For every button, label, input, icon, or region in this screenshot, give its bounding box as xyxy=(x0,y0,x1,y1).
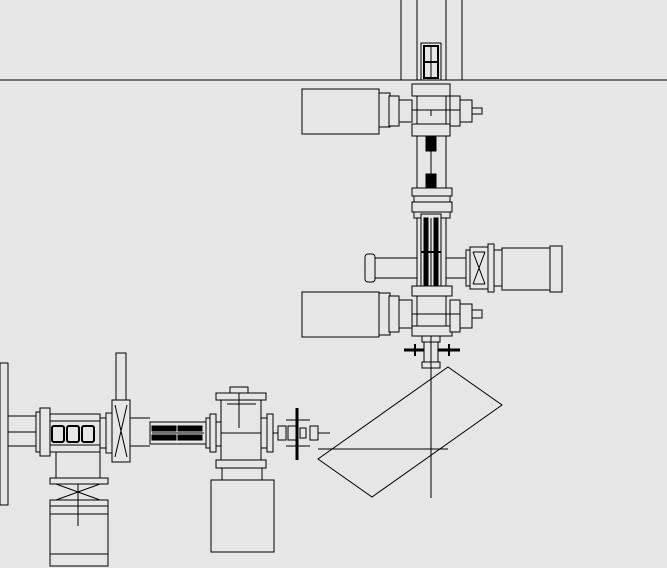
vertical-transfer-tube xyxy=(416,136,447,190)
left-bellows xyxy=(35,407,113,457)
left-chamber-port xyxy=(0,362,36,506)
lower-left-pump xyxy=(49,452,109,567)
right-side-valve xyxy=(446,243,503,293)
right-pump-cylinder xyxy=(501,245,563,293)
central-cross-chamber xyxy=(215,386,278,469)
bottom-cross-flange xyxy=(404,335,460,498)
lower-pump-body xyxy=(301,291,380,338)
bottom-pump-body xyxy=(210,467,275,553)
horizontal-transfer-tube xyxy=(149,413,217,453)
left-side-port xyxy=(364,253,417,283)
mid-bellows xyxy=(411,187,453,291)
upper-gate-valve xyxy=(378,83,483,137)
upper-feedthrough-port xyxy=(400,0,463,81)
lower-gate-valve xyxy=(378,285,483,337)
upper-pump-body xyxy=(301,88,380,135)
manual-valve-handle xyxy=(273,408,330,460)
horizontal-gate-valve xyxy=(111,352,150,463)
angled-sample-stage xyxy=(317,366,503,498)
